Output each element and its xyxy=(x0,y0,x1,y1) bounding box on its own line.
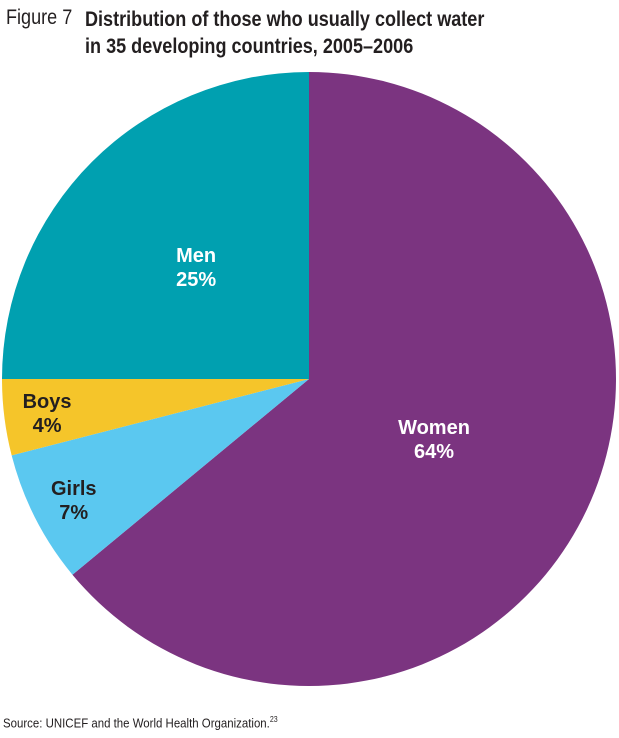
slice-label-women: Women xyxy=(398,417,470,439)
source-text: Source: UNICEF and the World Health Orga… xyxy=(3,715,270,731)
chart-title: Distribution of those who usually collec… xyxy=(85,6,610,60)
slice-value-men: 25% xyxy=(176,269,216,291)
slice-label-men: Men xyxy=(176,245,216,267)
slice-value-women: 64% xyxy=(414,441,454,463)
slice-value-girls: 7% xyxy=(59,502,88,524)
pie-slice-girls xyxy=(11,379,310,575)
pie-slice-men xyxy=(2,72,309,379)
source-note: Source: UNICEF and the World Health Orga… xyxy=(3,715,278,730)
chart-title-line-1: Distribution of those who usually collec… xyxy=(85,8,485,31)
slice-value-boys: 4% xyxy=(33,415,62,437)
slice-label-boys: Boys xyxy=(23,391,72,413)
source-footnote: 23 xyxy=(269,715,278,724)
slice-label-girls: Girls xyxy=(51,478,97,500)
pie-slice-boys xyxy=(2,379,309,456)
chart-title-line-2: in 35 developing countries, 2005–2006 xyxy=(85,35,414,58)
figure-number: Figure 7 xyxy=(6,6,73,29)
pie-slice-women xyxy=(72,72,616,686)
